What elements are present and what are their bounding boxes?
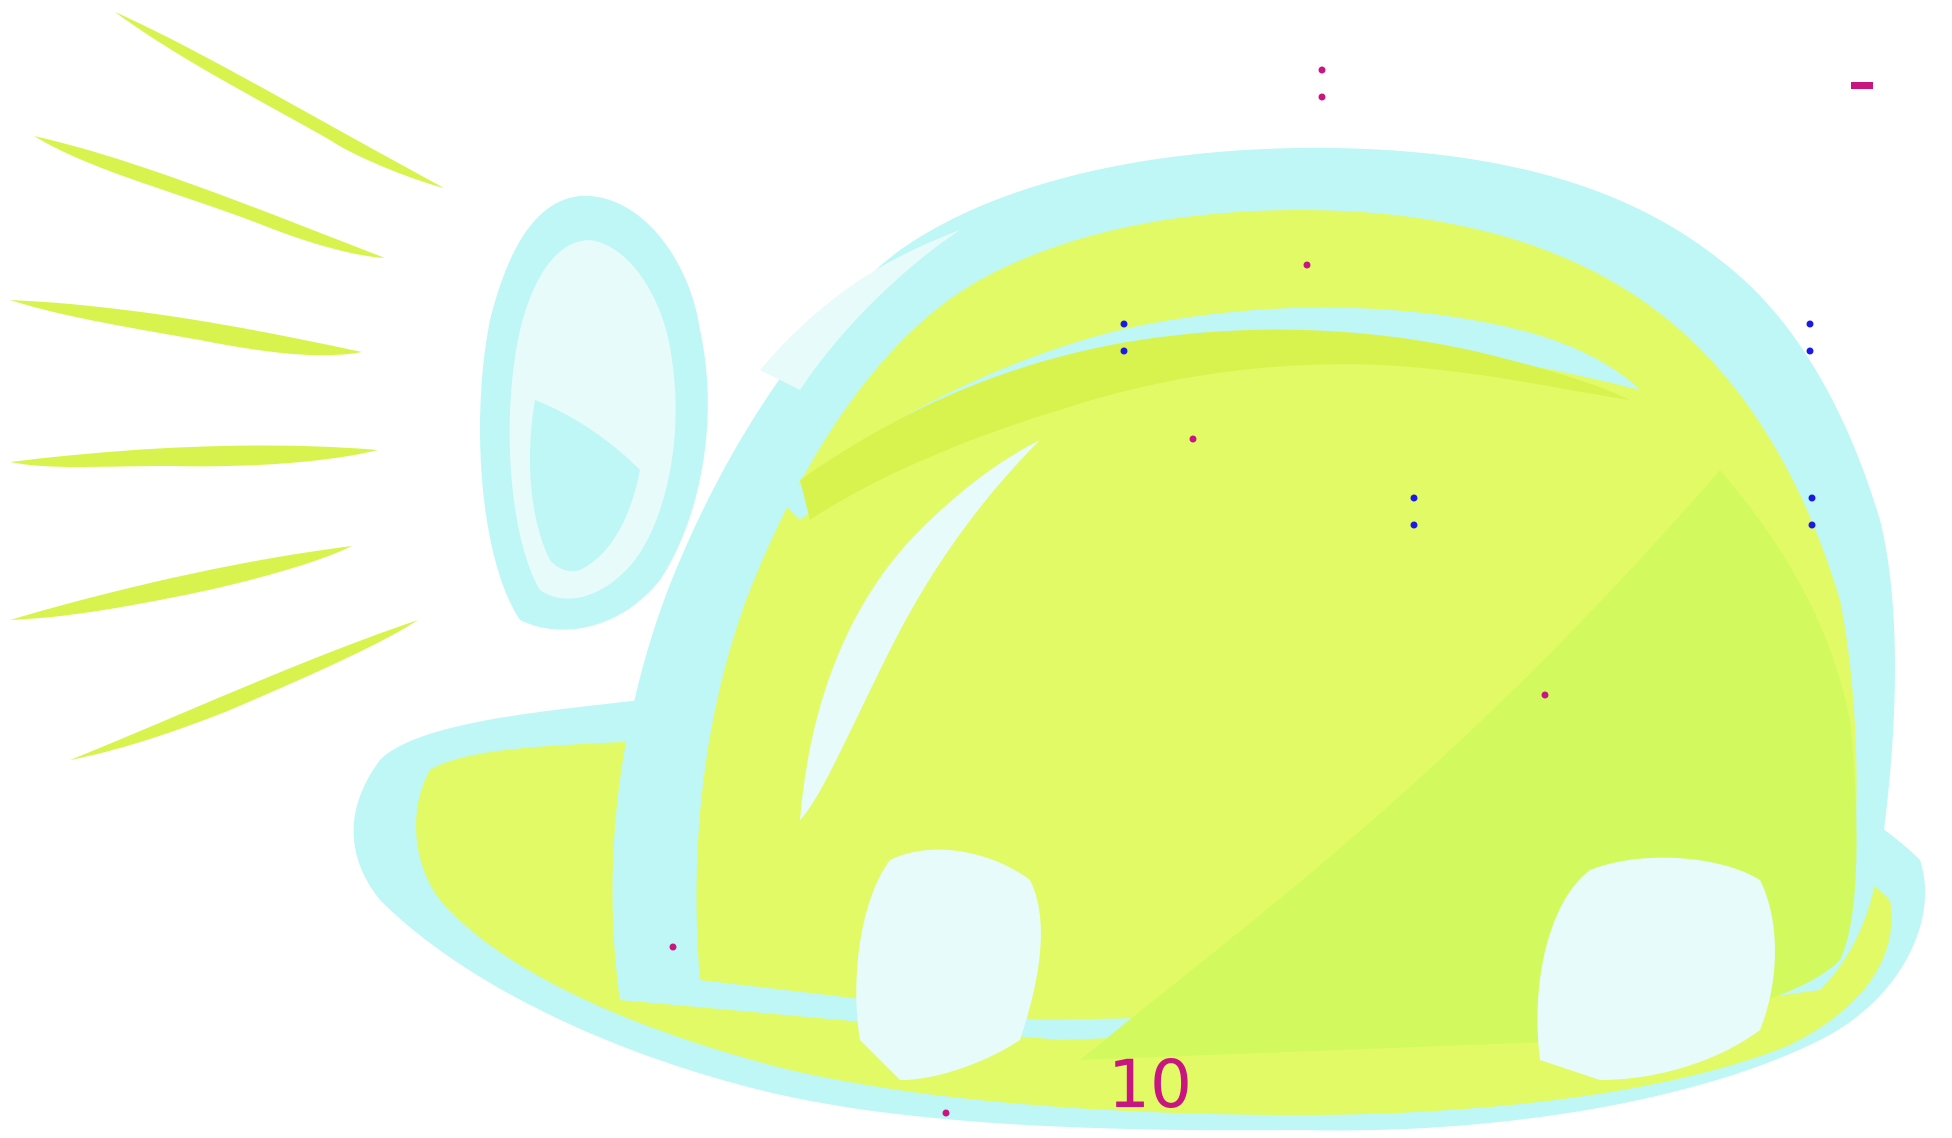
ray-3 bbox=[10, 300, 362, 356]
dot-pink bbox=[669, 943, 677, 951]
ray-6 bbox=[70, 620, 418, 760]
dot-pink bbox=[1318, 93, 1326, 101]
dot-blue bbox=[1808, 521, 1816, 529]
dot-blue bbox=[1808, 494, 1816, 502]
page-number: 10 bbox=[1108, 1046, 1192, 1123]
dot-blue bbox=[1410, 521, 1418, 529]
hard-hat-icon bbox=[353, 147, 1926, 1131]
hat-ridge-inner bbox=[800, 329, 1630, 520]
decorative-dots bbox=[669, 66, 1873, 1117]
hat-curve-highlight bbox=[800, 440, 1040, 820]
ray-2 bbox=[34, 136, 385, 258]
dot-blue bbox=[1410, 494, 1418, 502]
dash-mark bbox=[1851, 82, 1873, 89]
dot-pink bbox=[1189, 435, 1197, 443]
ray-1 bbox=[115, 12, 444, 188]
dot-pink bbox=[1318, 66, 1326, 74]
dot-blue bbox=[1806, 347, 1814, 355]
hat-highlight bbox=[760, 230, 960, 390]
ray-4 bbox=[10, 445, 378, 467]
dot-pink bbox=[942, 1109, 950, 1117]
dot-pink bbox=[1303, 261, 1311, 269]
sun-rays-icon bbox=[10, 12, 444, 760]
ray-5 bbox=[10, 546, 352, 620]
hat-notch-right bbox=[1537, 857, 1775, 1080]
dot-blue bbox=[1120, 320, 1128, 328]
dot-blue bbox=[1120, 347, 1128, 355]
dot-blue bbox=[1806, 320, 1814, 328]
headlamp-inner bbox=[530, 400, 640, 572]
hat-notch-left bbox=[856, 849, 1041, 1080]
dot-pink bbox=[1541, 691, 1549, 699]
